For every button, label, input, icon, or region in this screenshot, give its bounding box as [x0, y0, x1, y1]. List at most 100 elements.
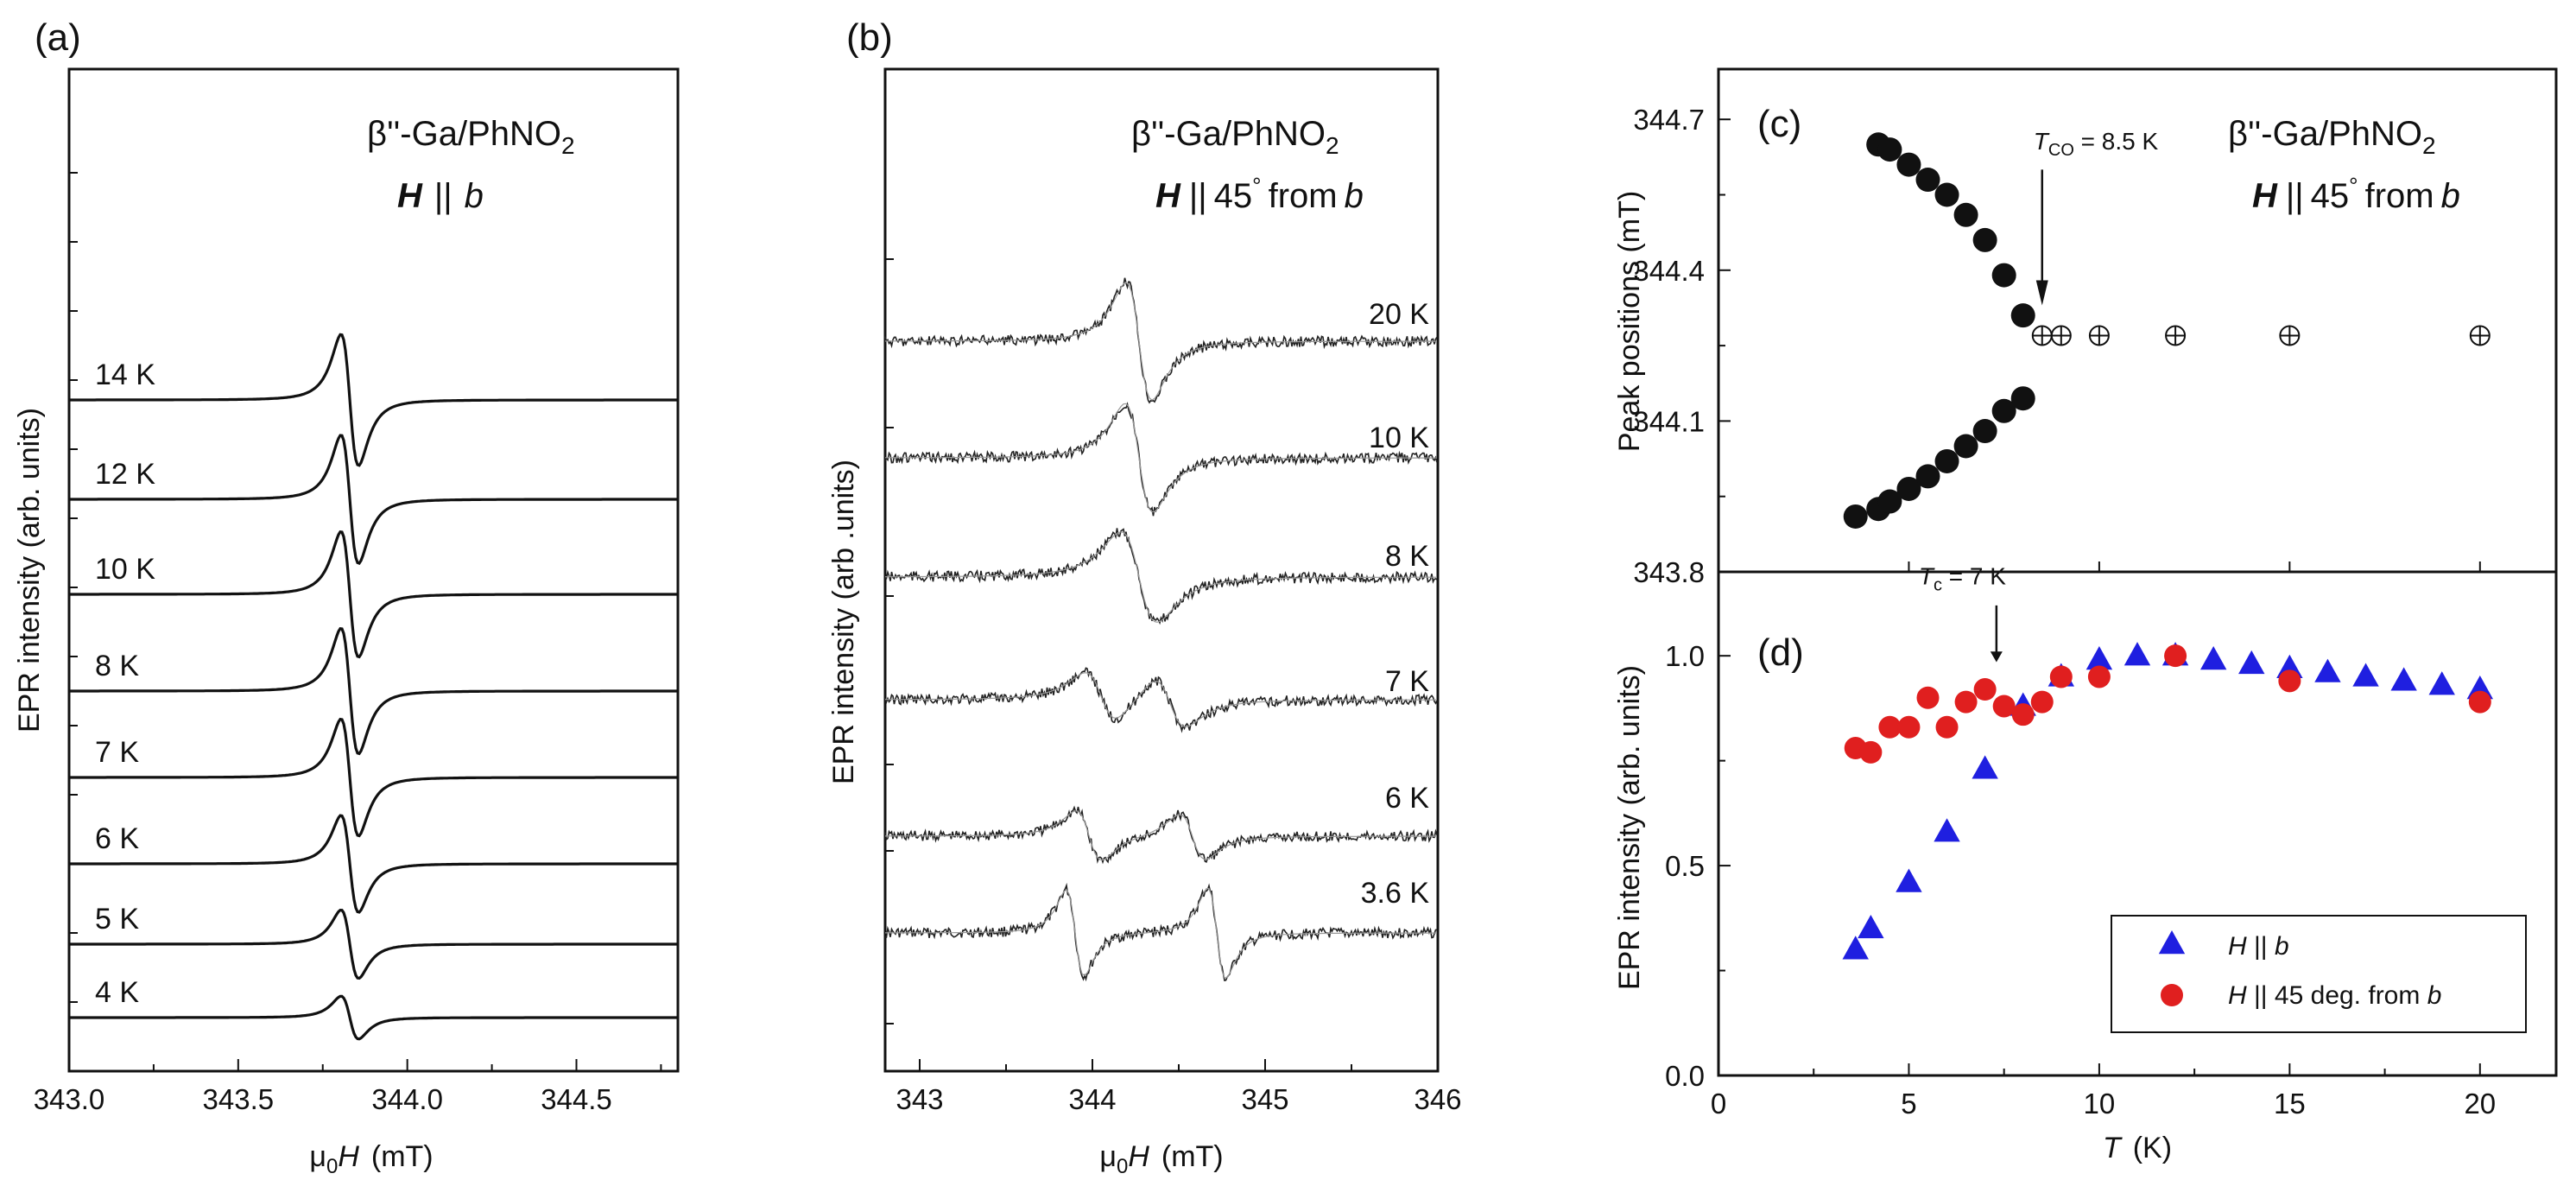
panel-b-trace-label: 8 K — [1385, 540, 1429, 573]
panel-b-fit-7K — [885, 672, 1437, 727]
panel-c-label: (c) — [1757, 103, 1801, 145]
panel-b-sample-name: β''-Ga/PhNO2 — [1131, 115, 1339, 159]
panel-d-point-h-parallel-b — [1858, 914, 1884, 939]
panel-b-fit-10K — [885, 403, 1437, 513]
panel-c-point-merged — [2469, 325, 2491, 346]
panel-c-point-lower — [2010, 386, 2035, 411]
panel-c-point-lower — [1877, 489, 1902, 514]
panel-a-trace-14K — [69, 333, 677, 467]
panel-c-point-lower — [1953, 434, 1978, 459]
panel-b-trace-10K — [884, 402, 1438, 517]
panel-b-trace-label: 6 K — [1385, 782, 1429, 815]
panel-b-frame — [883, 67, 1440, 1073]
panel-b-x-tick-label: 344 — [1068, 1083, 1116, 1115]
panel-d-ylabel: EPR intensity (arb. units) — [1613, 665, 1646, 990]
panel-d-point-h-45-deg — [1897, 715, 1921, 739]
panel-c-point-lower — [1843, 504, 1868, 529]
panel-d-x-tick-label: 20 — [2464, 1088, 2496, 1120]
panel-d-x-tick-label: 15 — [2274, 1088, 2306, 1120]
panel-b-x-tick-label: 345 — [1241, 1083, 1288, 1115]
panel-a-x-tick-label: 344.5 — [541, 1083, 612, 1115]
panel-a-trace-label: 5 K — [95, 903, 139, 936]
panel-a-trace-4K — [69, 994, 677, 1041]
panel-d-point-h-45-deg — [2030, 690, 2054, 714]
panel-a-trace-label: 10 K — [95, 553, 155, 586]
panel-a-label: (a) — [35, 16, 81, 59]
panel-b-fit-8K — [885, 531, 1437, 623]
panel-d-xlabel: T (K) — [2103, 1132, 2172, 1164]
panel-b: (b) 343 344 345 346 3.6 K6 K7 K8 K10 K20 K … — [827, 16, 1462, 1178]
panel-b-trace-36K — [884, 882, 1437, 982]
panel-c-tco-arrow — [2035, 169, 2048, 306]
panel-c-point-upper — [2010, 303, 2035, 328]
panel-b-field-direction: H || 45° from b — [1155, 173, 1364, 215]
panel-d-tc-arrow — [1990, 605, 2003, 663]
panel-a-ylabel: EPR intensity (arb. units) — [13, 408, 46, 733]
panel-b-fit-20K — [885, 282, 1437, 401]
panel-d-point-h-parallel-b — [2199, 646, 2227, 670]
panel-b-x-tick-label: 346 — [1414, 1083, 1461, 1115]
panel-d-point-h-parallel-b — [2085, 646, 2113, 670]
panel-d-y-tick-label: 0.5 — [1665, 850, 1705, 882]
panel-c-point-merged — [2050, 325, 2072, 346]
panel-d-point-h-45-deg — [2278, 669, 2301, 693]
panel-d-point-h-parallel-b — [2238, 650, 2265, 675]
panel-a-trace-label: 12 K — [95, 458, 155, 491]
panel-c-y-tick-label: 343.8 — [1633, 556, 1705, 588]
legend-marker-triangle — [2158, 930, 2186, 955]
panel-b-trace-20K — [884, 277, 1438, 404]
panel-d-point-h-45-deg — [2468, 690, 2491, 714]
panel-b-trace-8K — [884, 528, 1438, 625]
panel-a-trace-8K — [69, 626, 677, 756]
panel-c-point-upper — [1991, 263, 2016, 288]
panel-c-point-lower — [1934, 448, 1959, 473]
panel-c-ylabel: Peak positions (mT) — [1613, 191, 1646, 452]
panel-c-tco-annotation: TCO = 8.5 K — [2034, 128, 2159, 160]
panel-d-point-h-45-deg — [1859, 740, 1883, 764]
panel-c-point-merged — [2088, 325, 2110, 346]
panel-b-trace-6K — [884, 805, 1438, 865]
panel-b-fit-36K — [885, 887, 1437, 979]
panel-d-x-tick-label: 5 — [1901, 1088, 1916, 1120]
panel-d-tc-annotation: Tc = 7 K — [1919, 563, 2006, 595]
panel-d-point-h-45-deg — [1992, 695, 2016, 718]
panel-a-trace-label: 7 K — [95, 736, 139, 769]
panel-d-point-h-parallel-b — [2428, 671, 2455, 695]
panel-c-point-upper — [1934, 182, 1959, 207]
legend-label-h-parallel-b: H || b — [2228, 932, 2289, 961]
panel-d-point-h-45-deg — [2087, 665, 2111, 688]
panel-a-trace-5K — [69, 908, 677, 980]
panel-b-xlabel: μ0H (mT) — [1099, 1140, 1223, 1178]
panel-a-x-tick-label: 344.0 — [371, 1083, 443, 1115]
panel-d-label: (d) — [1757, 631, 1804, 674]
panel-c-arrow-head — [2035, 280, 2048, 306]
legend-label-h-45-deg: H || 45 deg. from b — [2228, 981, 2441, 1010]
panel-c-point-upper — [1896, 152, 1921, 177]
panel-a-x-tick-label: 343.0 — [34, 1083, 105, 1115]
panel-d-point-h-45-deg — [1878, 715, 1902, 739]
panel-d-point-h-45-deg — [1935, 715, 1959, 739]
panel-d-point-h-parallel-b — [1934, 818, 1960, 842]
panel-c-point-upper — [1877, 137, 1902, 162]
panel-c-point-upper — [1953, 202, 1978, 227]
panel-a-trace-10K — [69, 530, 677, 659]
panel-c-point-lower — [1896, 476, 1921, 501]
panel-d-point-h-parallel-b — [1896, 868, 1922, 892]
panel-c-point-merged — [2165, 325, 2187, 346]
panel-a-trace-12K — [69, 434, 677, 566]
panel-d-point-h-45-deg — [1973, 678, 1997, 701]
panel-d-y-tick-label: 1.0 — [1665, 640, 1705, 672]
panel-a-xlabel: μ0H (mT) — [309, 1140, 433, 1178]
panel-a-trace-label: 4 K — [95, 976, 139, 1009]
panel-a-field-direction: H || b — [397, 177, 484, 215]
panel-a-sample-name: β''-Ga/PhNO2 — [367, 115, 575, 159]
panel-a-frame — [67, 67, 680, 1073]
panel-c-point-lower — [1915, 464, 1940, 489]
panel-d-point-h-parallel-b — [2390, 667, 2417, 691]
panel-a-trace-7K — [69, 717, 677, 838]
panel-d-point-h-parallel-b — [2352, 663, 2379, 687]
panel-d-x-tick-label: 10 — [2084, 1088, 2116, 1120]
panel-d-point-h-parallel-b — [1842, 936, 1869, 960]
panel-d-point-h-45-deg — [2164, 644, 2187, 668]
